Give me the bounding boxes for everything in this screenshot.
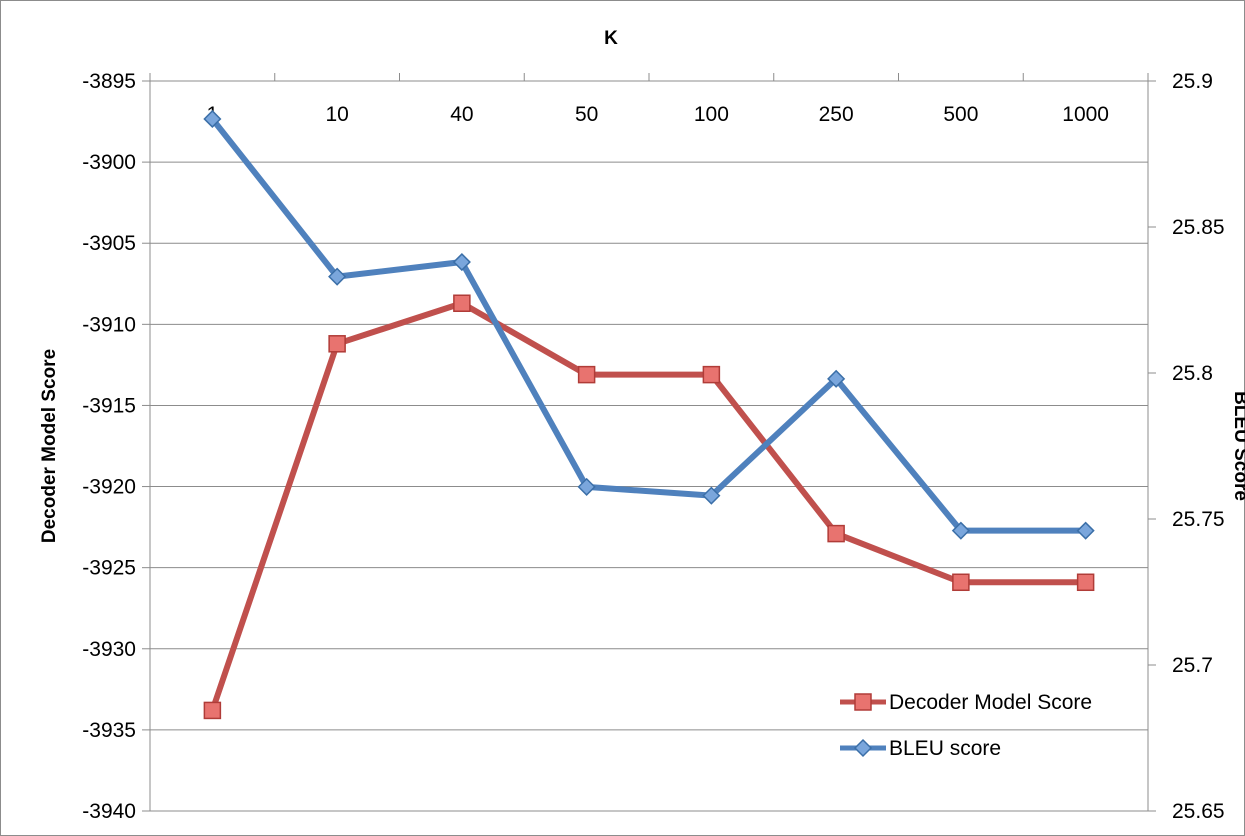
legend-swatch-bleu-marker [853, 738, 873, 758]
decoder-model-score-point [952, 573, 970, 592]
x-tick-label: 40 [450, 103, 473, 126]
chart-title: K [604, 28, 618, 49]
bleu-score-point [951, 521, 970, 540]
decoder-model-score-point [328, 335, 346, 353]
x-tick-label: 100 [694, 103, 729, 126]
bleu-score-point [203, 109, 222, 129]
y-axis-right-label: BLEU Score [1230, 391, 1245, 501]
right-tick-label: 25.8 [1172, 362, 1213, 385]
decoder-model-score-point [827, 524, 845, 543]
x-tick-label: 1000 [1062, 103, 1109, 126]
decoder-model-score-point [1076, 573, 1095, 592]
bleu-score-point [702, 486, 721, 505]
right-tick-label: 25.75 [1172, 508, 1225, 531]
x-tick-label: 10 [325, 103, 348, 126]
left-tick-label: -3925 [82, 557, 136, 580]
left-tick-label: -3920 [82, 476, 136, 499]
left-tick-label: -3910 [82, 313, 136, 336]
series-layer [203, 109, 1095, 720]
decoder-model-score-line [209, 300, 1086, 712]
x-axis-ticks: 11040501002505001000 [149, 73, 1149, 126]
x-tick-label: 50 [575, 103, 598, 126]
decoder-model-score-point [203, 701, 222, 720]
left-tick-label: -3905 [82, 232, 136, 255]
left-tick-label: -3915 [82, 394, 136, 417]
right-axis-ticks: 25.9 25.85 25.8 25.75 25.7 25.65 [1148, 70, 1225, 823]
legend-swatch-decoder-marker [854, 693, 872, 711]
left-tick-label: -3940 [82, 800, 136, 823]
bleu-score-line [210, 117, 1086, 534]
left-tick-label: -3895 [82, 70, 136, 93]
left-axis-ticks: -3895 -3900 -3905 -3910 -3915 -3920 -3925 -3930… [82, 70, 150, 823]
y-axis-left-label: Decoder Model Score [39, 349, 60, 543]
bleu-score-point [577, 477, 596, 496]
right-tick-label: 25.7 [1172, 654, 1213, 677]
right-tick-label: 25.65 [1172, 800, 1225, 823]
decoder-model-score-point [453, 294, 471, 312]
legend: Decoder Model Score BLEU score [840, 691, 1092, 760]
legend-label-decoder: Decoder Model Score [889, 691, 1092, 714]
bleu-score-point [1076, 521, 1095, 540]
right-tick-label: 25.85 [1172, 216, 1225, 239]
right-tick-label: 25.9 [1172, 70, 1213, 93]
bleu-score-point [328, 267, 347, 286]
decoder-model-score-point [702, 365, 721, 384]
x-tick-label: 500 [943, 103, 978, 126]
x-tick-label: 250 [819, 103, 854, 126]
left-tick-label: -3935 [82, 719, 136, 742]
left-tick-label: -3930 [82, 638, 136, 661]
left-tick-label: -3900 [82, 151, 136, 174]
bleu-score-point [827, 369, 846, 388]
legend-label-bleu: BLEU score [889, 737, 1001, 760]
bleu-score-point [452, 252, 471, 272]
decoder-model-score-point [577, 365, 596, 384]
